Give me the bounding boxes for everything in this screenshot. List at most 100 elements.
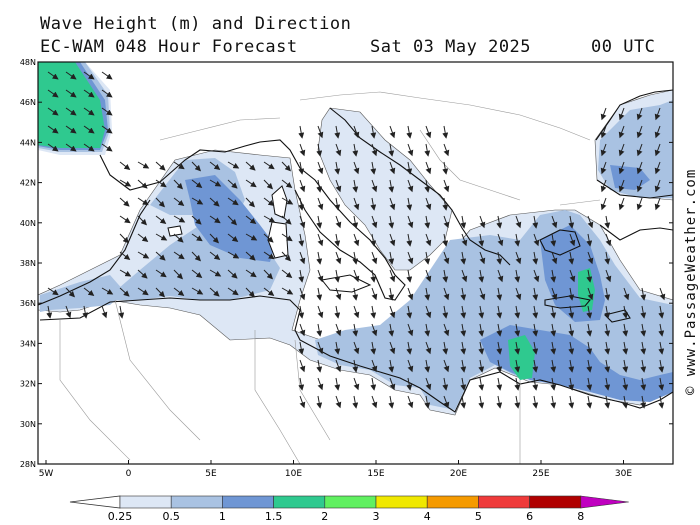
direction-arrow bbox=[263, 197, 275, 207]
direction-arrow bbox=[622, 395, 629, 409]
colorbar-label: 0.5 bbox=[162, 510, 180, 523]
direction-arrow bbox=[317, 161, 324, 175]
direction-arrow bbox=[353, 305, 360, 319]
direction-arrow bbox=[155, 233, 168, 241]
direction-arrow bbox=[65, 89, 77, 98]
direction-arrow bbox=[101, 89, 113, 98]
direction-arrow bbox=[389, 377, 396, 391]
direction-arrow bbox=[496, 287, 503, 301]
direction-arrow bbox=[636, 125, 643, 139]
direction-arrow bbox=[460, 395, 467, 409]
direction-arrow bbox=[424, 395, 431, 409]
direction-arrow bbox=[299, 215, 306, 229]
direction-arrow bbox=[245, 179, 257, 188]
direction-arrow bbox=[388, 215, 395, 229]
direction-arrow bbox=[155, 287, 165, 298]
direction-arrow bbox=[317, 341, 324, 355]
direction-arrow bbox=[622, 323, 629, 337]
direction-arrow bbox=[600, 161, 607, 175]
direction-arrow bbox=[371, 287, 378, 301]
direction-arrow bbox=[550, 269, 557, 283]
direction-arrow bbox=[317, 125, 324, 139]
direction-arrow bbox=[587, 251, 594, 265]
direction-arrow bbox=[352, 395, 359, 409]
direction-arrow bbox=[119, 287, 130, 297]
direction-arrow bbox=[636, 107, 643, 121]
colorbar-label: 1 bbox=[219, 510, 226, 523]
direction-arrow bbox=[406, 233, 413, 247]
colorbar-left-arrow bbox=[69, 495, 121, 509]
direction-arrow bbox=[443, 251, 450, 265]
direction-arrow bbox=[82, 305, 89, 319]
direction-arrow bbox=[389, 269, 396, 283]
direction-arrow bbox=[550, 305, 557, 319]
direction-arrow bbox=[532, 395, 539, 409]
direction-arrow bbox=[245, 215, 257, 225]
direction-arrow bbox=[370, 125, 377, 139]
direction-arrow bbox=[316, 215, 323, 229]
direction-arrow bbox=[600, 107, 607, 121]
direction-arrow bbox=[496, 215, 503, 229]
direction-arrow bbox=[389, 233, 396, 247]
direction-arrow bbox=[298, 305, 305, 319]
direction-arrow bbox=[281, 269, 293, 279]
direction-arrow bbox=[353, 269, 360, 283]
direction-arrow bbox=[443, 179, 450, 193]
direction-arrow bbox=[334, 341, 341, 355]
direction-arrow bbox=[550, 359, 557, 373]
direction-arrow bbox=[155, 251, 166, 261]
direction-arrow bbox=[316, 179, 323, 193]
direction-arrow bbox=[654, 197, 661, 211]
lon-label: 25E bbox=[532, 469, 549, 479]
direction-arrow bbox=[298, 125, 305, 139]
direction-arrow bbox=[618, 143, 625, 157]
direction-arrow bbox=[299, 251, 306, 265]
direction-arrow bbox=[47, 287, 59, 296]
direction-arrow bbox=[654, 143, 661, 157]
direction-arrow bbox=[389, 197, 396, 211]
direction-arrow bbox=[568, 395, 575, 409]
direction-arrow bbox=[658, 305, 665, 319]
direction-arrow bbox=[424, 179, 431, 193]
direction-arrow bbox=[425, 125, 432, 139]
direction-arrow bbox=[618, 179, 625, 193]
direction-arrow bbox=[443, 395, 450, 409]
direction-arrow bbox=[551, 251, 558, 265]
direction-arrow bbox=[352, 323, 359, 337]
direction-arrow bbox=[101, 71, 113, 80]
direction-arrow bbox=[335, 215, 342, 229]
direction-arrow bbox=[622, 377, 629, 391]
direction-arrow bbox=[407, 395, 414, 409]
direction-arrow bbox=[478, 269, 485, 283]
copyright-text: © www.PassageWeather.com bbox=[683, 169, 699, 395]
direction-arrow bbox=[460, 215, 467, 229]
direction-arrow bbox=[586, 305, 593, 319]
direction-arrow bbox=[389, 341, 396, 355]
direction-arrow bbox=[640, 323, 647, 337]
direction-arrow bbox=[370, 197, 377, 211]
direction-arrow bbox=[370, 341, 377, 355]
direction-arrow bbox=[618, 197, 625, 211]
direction-arrow bbox=[442, 161, 449, 175]
direction-arrow bbox=[281, 215, 292, 225]
direction-arrow bbox=[425, 305, 432, 319]
direction-arrow bbox=[407, 251, 414, 265]
direction-arrow bbox=[101, 287, 114, 295]
direction-arrow bbox=[532, 341, 539, 355]
direction-arrow bbox=[568, 341, 575, 355]
colorbar-label: 8 bbox=[577, 510, 584, 523]
direction-arrow bbox=[568, 305, 575, 319]
direction-arrow bbox=[443, 215, 450, 229]
direction-arrow bbox=[209, 179, 222, 187]
direction-arrow bbox=[654, 125, 661, 139]
direction-arrow bbox=[388, 179, 395, 193]
direction-arrow bbox=[514, 359, 521, 373]
direction-arrow bbox=[496, 251, 503, 265]
direction-arrow bbox=[119, 161, 131, 171]
direction-arrow bbox=[425, 341, 432, 355]
direction-arrow bbox=[263, 287, 275, 297]
colorbar-swatch bbox=[119, 495, 172, 509]
direction-arrow bbox=[137, 287, 149, 296]
direction-arrow bbox=[298, 197, 305, 211]
